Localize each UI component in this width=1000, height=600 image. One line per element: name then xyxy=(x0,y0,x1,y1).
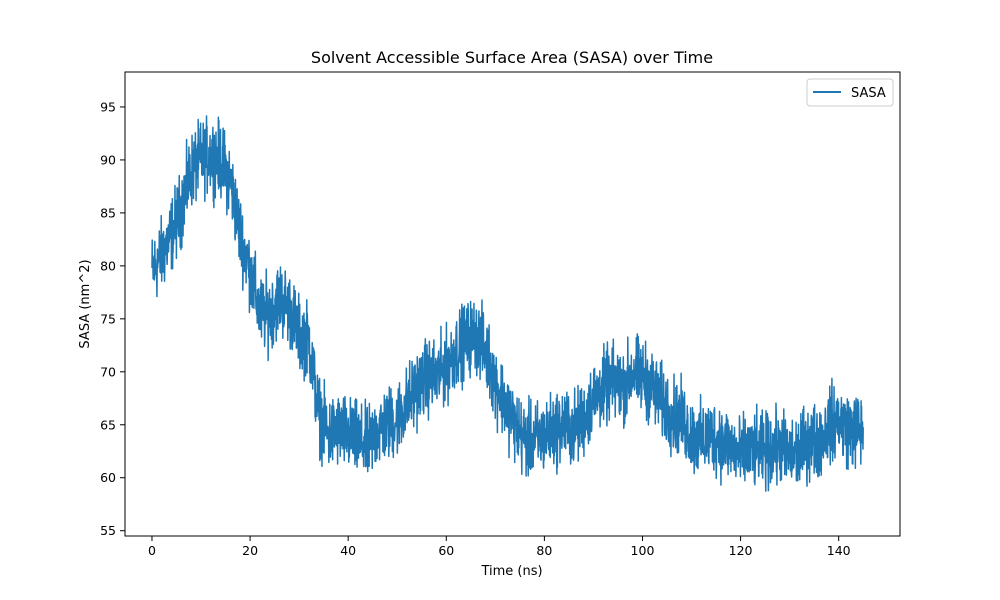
legend-box xyxy=(806,78,894,107)
series-line-sasa xyxy=(151,115,864,492)
plot-frame xyxy=(124,71,901,537)
x-tick-label: 120 xyxy=(729,543,753,558)
y-tick-label: 95 xyxy=(100,99,116,114)
y-tick-label: 65 xyxy=(100,417,116,432)
y-tick-label: 75 xyxy=(100,311,116,326)
x-tick-label: 60 xyxy=(438,543,454,558)
x-tick-label: 140 xyxy=(827,543,851,558)
y-tick-label: 70 xyxy=(100,364,116,379)
plot-area xyxy=(124,71,901,537)
x-tick-label: 20 xyxy=(242,543,258,558)
legend-label-sasa: SASA xyxy=(851,86,886,101)
y-tick-label: 80 xyxy=(100,258,116,273)
y-tick-label: 55 xyxy=(100,523,116,538)
x-axis-label: Time (ns) xyxy=(480,564,542,579)
chart-title: Solvent Accessible Surface Area (SASA) o… xyxy=(311,48,713,67)
x-tick-label: 0 xyxy=(148,543,156,558)
y-tick-label: 85 xyxy=(100,205,116,220)
y-axis-label: SASA (nm^2) xyxy=(78,259,93,348)
y-tick-label: 60 xyxy=(100,470,116,485)
legend: SASA xyxy=(806,78,894,107)
x-tick-label: 40 xyxy=(340,543,356,558)
series-layer xyxy=(151,115,864,492)
x-tick-label: 80 xyxy=(536,543,552,558)
y-tick-label: 90 xyxy=(100,152,116,167)
x-tick-label: 100 xyxy=(631,543,655,558)
x-axis: 0 20 40 60 80 100 120 140 xyxy=(148,536,851,558)
y-axis: 55 60 65 70 75 80 85 90 95 xyxy=(100,99,125,538)
